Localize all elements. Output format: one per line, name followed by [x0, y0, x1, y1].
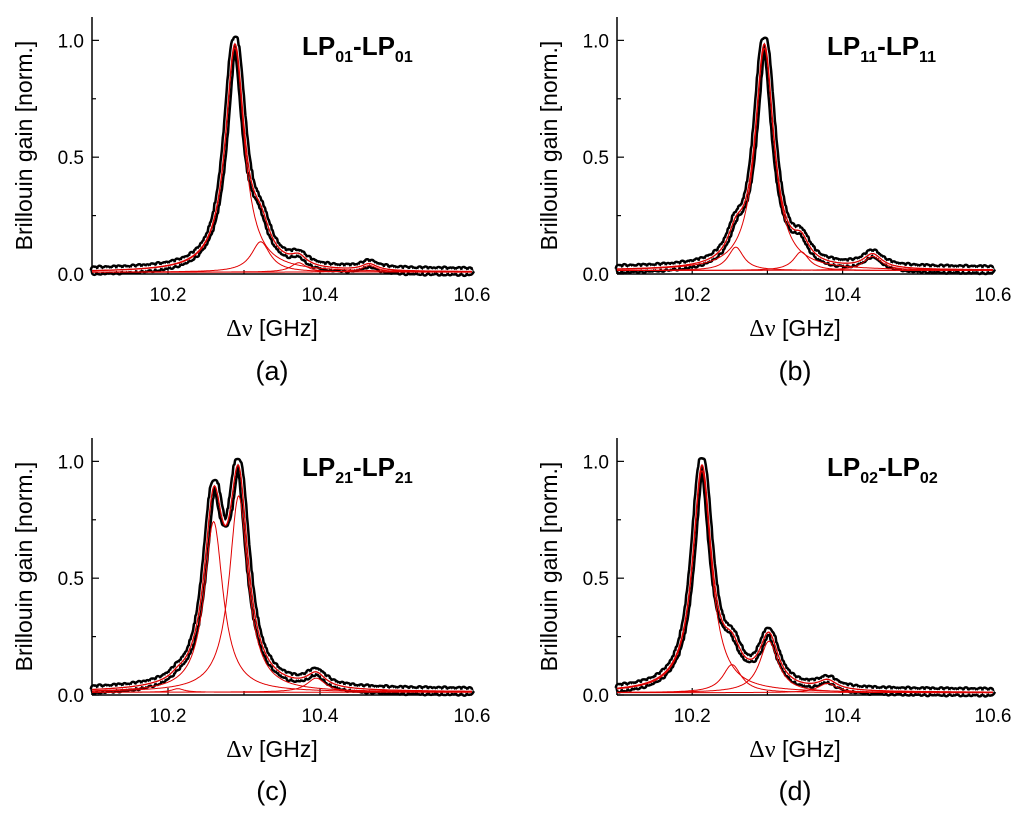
y-tick-label: 1.0 [583, 452, 609, 473]
panel-a: 0.0 0.5 1.0 10.2 10.4 10.6 Brillouin gain [nor… [11, 17, 490, 386]
y-tick-label: 1.0 [58, 452, 84, 473]
y-axis-label: Brillouin gain [norm.] [536, 41, 562, 251]
panel-caption: (a) [256, 356, 289, 386]
x-tick-label: 10.4 [302, 706, 339, 727]
x-tick-label: 10.6 [975, 706, 1012, 727]
panel-title: LP21-LP21 [302, 452, 413, 487]
y-tick-label: 0.0 [583, 686, 609, 707]
lorentzian-component-4 [92, 265, 472, 273]
y-tick-label: 1.0 [583, 31, 609, 52]
fit-sum-curve [91, 42, 472, 273]
panel-caption: (b) [779, 356, 812, 386]
lorentzian-component-1 [92, 520, 472, 693]
x-tick-label: 10.2 [150, 285, 187, 306]
panel-title: LP11-LP11 [827, 31, 936, 66]
x-axis-label: Δν [GHz] [226, 315, 317, 342]
lorentzian-component-4 [92, 677, 472, 693]
x-axis-label: Δν [GHz] [226, 736, 317, 763]
x-tick-label: 10.2 [674, 706, 711, 727]
panel-d: 0.0 0.5 1.0 10.2 10.4 10.6 Brillouin gain [nor… [536, 438, 1011, 806]
y-tick-label: 0.5 [58, 569, 84, 590]
x-tick-label: 10.4 [824, 706, 861, 727]
y-tick-label: 0.5 [583, 148, 609, 169]
x-tick-label: 10.6 [454, 706, 491, 727]
y-axis-label: Brillouin gain [norm.] [536, 462, 562, 672]
panel-caption: (d) [779, 776, 812, 806]
x-tick-label: 10.6 [454, 285, 491, 306]
lorentzian-component-4 [617, 682, 993, 694]
fit-sum-curve [92, 463, 472, 692]
y-axis-label: Brillouin gain [norm.] [11, 41, 37, 251]
x-tick-label: 10.4 [824, 285, 861, 306]
panel-caption: (c) [256, 776, 287, 806]
panel-title: LP02-LP02 [827, 452, 938, 487]
measured-curve-core [616, 459, 994, 696]
lorentzian-component-2 [92, 495, 472, 693]
y-axis-label: Brillouin gain [norm.] [11, 462, 37, 672]
y-tick-label: 0.5 [58, 148, 84, 169]
measured-curve-core [91, 38, 473, 275]
y-tick-label: 0.0 [58, 265, 84, 286]
y-tick-label: 0.5 [583, 569, 609, 590]
x-tick-label: 10.4 [302, 285, 339, 306]
x-axis-label: Δν [GHz] [749, 315, 840, 342]
x-tick-label: 10.2 [150, 706, 187, 727]
y-tick-label: 1.0 [58, 31, 84, 52]
measured-curve-core [91, 460, 473, 695]
lorentzian-component-1 [92, 46, 472, 273]
measured-curve [89, 35, 476, 278]
panel-b: 0.0 0.5 1.0 10.2 10.4 10.6 Brillouin gain [nor… [536, 17, 1011, 386]
y-tick-label: 0.0 [583, 265, 609, 286]
x-axis-label: Δν [GHz] [749, 736, 840, 763]
measured-curve [89, 457, 476, 697]
fit-sum-curve [616, 42, 993, 271]
x-tick-label: 10.2 [674, 285, 711, 306]
panel-c: 0.0 0.5 1.0 10.2 10.4 10.6 Brillouin gain [nor… [11, 438, 490, 806]
x-tick-label: 10.6 [975, 285, 1012, 306]
y-tick-label: 0.0 [58, 686, 84, 707]
panel-title: LP01-LP01 [302, 31, 413, 66]
lorentzian-component-4 [617, 256, 993, 271]
